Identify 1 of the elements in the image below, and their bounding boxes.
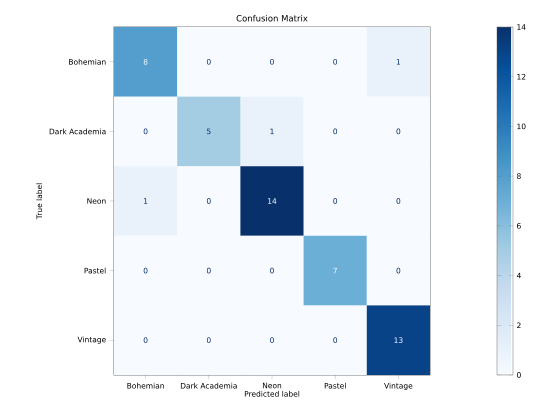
chart-title: Confusion Matrix xyxy=(236,14,308,22)
